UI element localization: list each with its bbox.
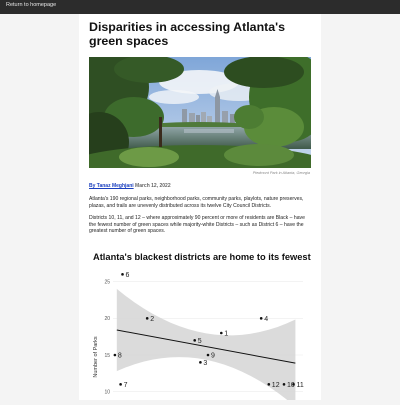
- y-axis-label: Number of Parks: [93, 336, 99, 378]
- publish-date: March 12, 2022: [135, 183, 171, 189]
- home-link[interactable]: Return to homepage: [6, 2, 57, 8]
- y-tick-label: 20: [104, 316, 110, 322]
- point-label: 3: [203, 360, 207, 367]
- data-point: [119, 383, 122, 386]
- image-caption: Piedmont Park in Atlanta, Georgia: [252, 171, 310, 175]
- point-label: 5: [198, 338, 202, 345]
- point-label: 10: [287, 382, 295, 389]
- data-point: [267, 383, 271, 386]
- y-tick-label: 10: [104, 389, 110, 395]
- trend-line: [116, 329, 296, 364]
- author-link[interactable]: By Tanaz Meghjani: [89, 183, 134, 189]
- park-photo: [89, 57, 311, 168]
- data-point: [121, 273, 124, 276]
- point-label: 9: [211, 353, 215, 360]
- data-point: [113, 353, 117, 357]
- y-tick-label: 25: [104, 279, 110, 285]
- data-point: [206, 353, 210, 357]
- point-label: 1: [224, 331, 228, 338]
- point-label: 6: [126, 272, 130, 279]
- data-point: [292, 383, 295, 386]
- parks-scatter-plot: Atlanta's blackest districts are home to…: [93, 252, 338, 405]
- data-point: [199, 361, 202, 364]
- hero-photo: [89, 57, 311, 168]
- data-point: [220, 331, 223, 335]
- parks-chart: Atlanta's blackest districts are home to…: [89, 247, 338, 405]
- point-label: 11: [297, 382, 304, 389]
- point-label: 4: [264, 316, 268, 323]
- data-point: [193, 339, 196, 342]
- data-point: [145, 317, 149, 320]
- chart-title: Atlanta's blackest districts are home to…: [93, 252, 311, 262]
- article-page: Disparities in accessing Atlanta's green…: [79, 14, 338, 405]
- data-point: [282, 383, 286, 386]
- article-paragraph: Atlanta's 190 regional parks, neighborho…: [89, 196, 304, 209]
- point-label: 7: [124, 382, 128, 389]
- top-nav-bar: Return to homepage: [0, 0, 400, 14]
- article-title: Disparities in accessing Atlanta's green…: [89, 20, 285, 48]
- point-label: 2: [150, 316, 154, 323]
- byline: By Tanaz Meghjani March 12, 2022: [89, 183, 171, 189]
- point-label: 12: [272, 382, 280, 389]
- data-point: [259, 317, 263, 320]
- article-paragraph: Districts 10, 11, and 12 – where approxi…: [89, 215, 305, 235]
- y-tick-label: 15: [104, 353, 110, 359]
- point-label: 8: [118, 353, 122, 360]
